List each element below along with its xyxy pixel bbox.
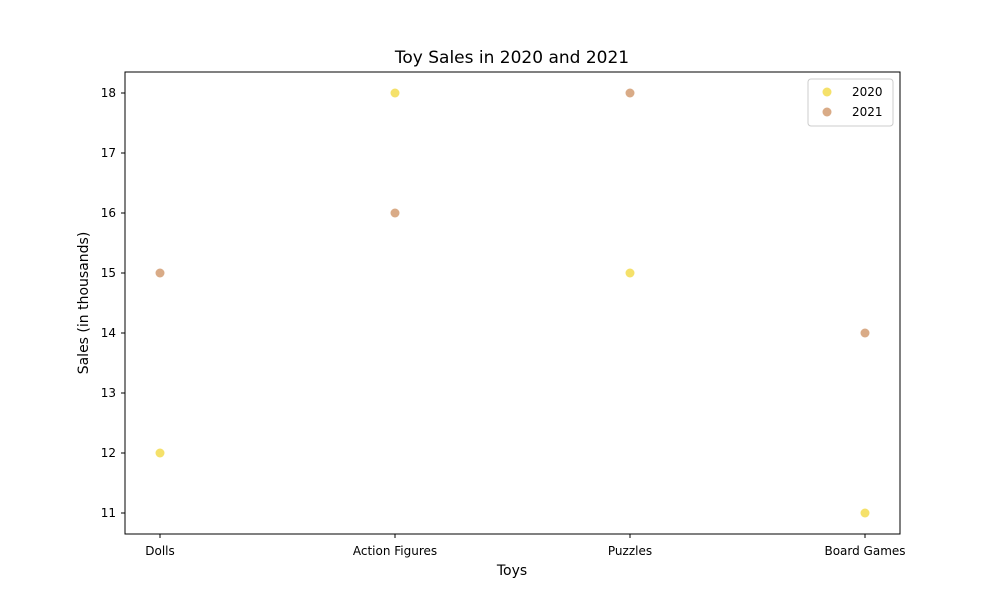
point-2021-dolls bbox=[155, 268, 165, 278]
legend-marker-2020 bbox=[822, 87, 832, 97]
x-tick-label: Action Figures bbox=[353, 544, 437, 558]
legend: 2020 2021 bbox=[807, 78, 894, 127]
point-2021-board-games bbox=[860, 328, 870, 338]
point-2020-board-games bbox=[860, 508, 870, 518]
x-axis-ticks: Dolls Action Figures Puzzles Board Games bbox=[145, 534, 906, 558]
point-2021-puzzles bbox=[625, 88, 635, 98]
point-2021-action-figures bbox=[390, 208, 400, 218]
y-tick-label: 16 bbox=[101, 206, 116, 220]
y-axis-ticks: 11 12 13 14 15 16 17 18 bbox=[101, 86, 125, 520]
y-tick-label: 15 bbox=[101, 266, 116, 280]
legend-marker-2021 bbox=[822, 107, 832, 117]
y-tick-label: 17 bbox=[101, 146, 116, 160]
y-tick-label: 18 bbox=[101, 86, 116, 100]
y-tick-label: 13 bbox=[101, 386, 116, 400]
point-2020-dolls bbox=[155, 448, 165, 458]
data-points bbox=[155, 88, 870, 518]
y-axis-label: Sales (in thousands) bbox=[76, 232, 92, 375]
x-tick-label: Board Games bbox=[824, 544, 905, 558]
x-tick-label: Dolls bbox=[145, 544, 175, 558]
x-tick-label: Puzzles bbox=[608, 544, 652, 558]
plot-area-frame bbox=[124, 71, 901, 535]
legend-label-2021: 2021 bbox=[852, 105, 883, 119]
point-2020-action-figures bbox=[390, 88, 400, 98]
y-tick-label: 11 bbox=[101, 506, 116, 520]
y-tick-label: 14 bbox=[101, 326, 116, 340]
y-tick-label: 12 bbox=[101, 446, 116, 460]
point-2020-puzzles bbox=[625, 268, 635, 278]
legend-label-2020: 2020 bbox=[852, 85, 883, 99]
x-axis-label: Toys bbox=[496, 563, 527, 579]
chart-title: Toy Sales in 2020 and 2021 bbox=[394, 48, 629, 68]
